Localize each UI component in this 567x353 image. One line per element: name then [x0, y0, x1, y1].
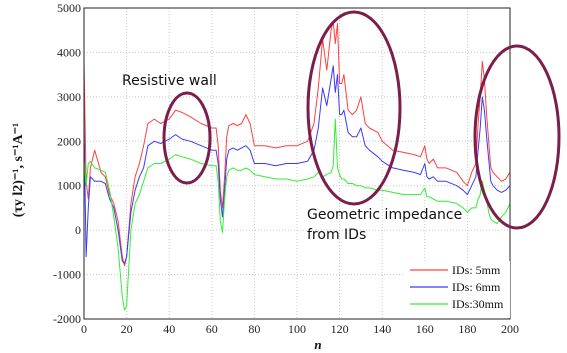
y-tick-label: 1000	[57, 179, 81, 193]
x-axis-label: n	[314, 337, 321, 352]
annotation-from-ids: from IDs	[307, 227, 366, 243]
x-tick-label: 60	[206, 322, 218, 336]
ticks: 0 20 40 60 80 100 120 140 160 180 200 -2000 -1000 0 10…	[53, 1, 519, 336]
legend-label: IDs: 5mm	[452, 263, 501, 277]
x-tick-label: 140	[373, 322, 391, 336]
series-line-1	[83, 20, 511, 267]
y-tick-label: 2000	[57, 134, 81, 148]
x-tick-label: 80	[248, 322, 260, 336]
series-line-3	[83, 118, 511, 311]
y-axis-label: (τy l2)⁻¹, s⁻¹A⁻¹	[11, 123, 26, 218]
legend: IDs: 5mm IDs: 6mm IDs:30mm	[404, 261, 510, 318]
geometric-impedance-ellipse-1	[306, 10, 402, 206]
x-tick-label: 120	[331, 322, 349, 336]
y-tick-label: 0	[75, 223, 81, 237]
legend-label: IDs:30mm	[452, 297, 504, 311]
legend-label: IDs: 6mm	[452, 280, 501, 294]
resistive-wall-ellipse	[162, 91, 212, 185]
x-tick-label: 20	[121, 322, 133, 336]
annotation-geometric-impedance: Geometric impedance	[307, 207, 462, 223]
geometric-impedance-ellipse-2	[473, 44, 561, 230]
annotation-ellipses	[162, 10, 561, 230]
y-tick-label: 3000	[57, 90, 81, 104]
y-tick-label: -1000	[53, 268, 81, 282]
x-tick-label: 160	[416, 322, 434, 336]
series-line-2	[83, 65, 511, 264]
x-tick-label: 0	[81, 322, 87, 336]
y-tick-label: 4000	[57, 45, 81, 59]
x-tick-label: 180	[458, 322, 476, 336]
plot-frame	[83, 7, 511, 320]
annotation-resistive-wall: Resistive wall	[122, 73, 217, 89]
y-tick-label: -2000	[53, 312, 81, 326]
x-tick-label: 200	[501, 322, 519, 336]
x-tick-label: 40	[163, 322, 175, 336]
y-tick-label: 5000	[57, 1, 81, 15]
series-lines	[83, 20, 511, 311]
x-tick-label: 100	[288, 322, 306, 336]
